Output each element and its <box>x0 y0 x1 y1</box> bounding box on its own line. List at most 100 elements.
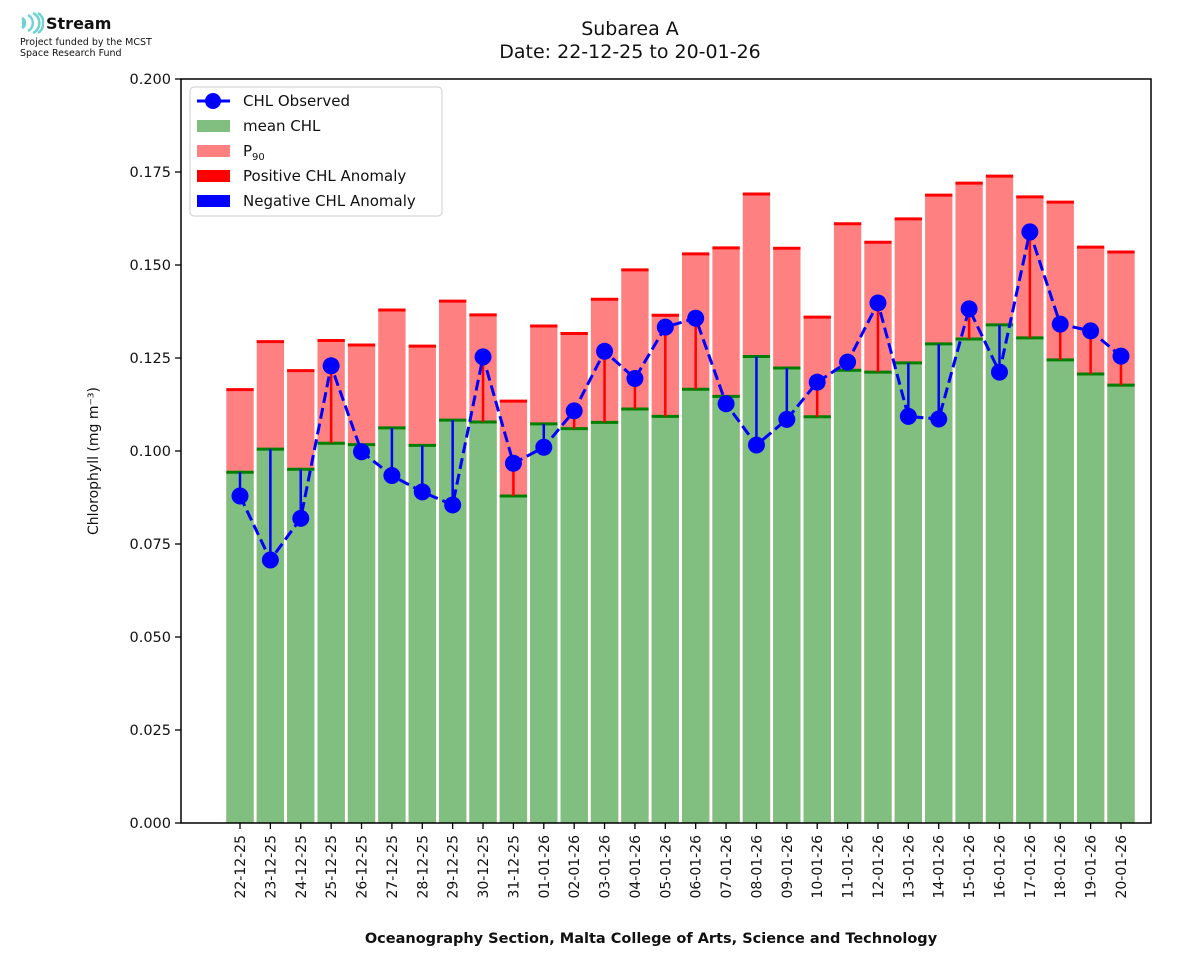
x-tick-label: 18-01-26 <box>1053 835 1069 899</box>
y-axis-label: Chlorophyll (mg m⁻³) <box>86 387 102 535</box>
observed-point <box>383 467 401 485</box>
stream-logo-icon <box>20 12 44 34</box>
observed-point <box>1112 347 1130 365</box>
observed-point <box>413 483 431 501</box>
x-tick-label: 05-01-26 <box>658 835 674 899</box>
x-tick-label: 25-12-25 <box>324 835 340 899</box>
observed-point <box>656 318 674 336</box>
y-tick-label: 0.175 <box>129 165 171 181</box>
x-tick-label: 16-01-26 <box>992 835 1008 899</box>
mean-bar <box>894 362 923 823</box>
observed-point <box>747 436 765 454</box>
mean-bar <box>864 372 892 823</box>
observed-point <box>626 369 644 387</box>
x-tick-label: 03-01-26 <box>598 835 614 899</box>
mean-bar <box>317 443 345 823</box>
observed-point <box>1051 315 1069 333</box>
x-tick-label: 26-12-25 <box>355 835 371 899</box>
x-tick-label: 19-01-26 <box>1084 835 1100 899</box>
chart-title: Subarea A <box>581 18 679 40</box>
mean-bar <box>1046 359 1074 823</box>
x-tick-label: 20-01-26 <box>1114 835 1130 899</box>
y-tick-label: 0.100 <box>129 444 171 460</box>
y-tick-label: 0.125 <box>129 351 171 367</box>
observed-point <box>1021 223 1039 241</box>
observed-point <box>444 496 462 514</box>
observed-point <box>1082 322 1100 340</box>
y-tick-label: 0.050 <box>129 630 171 646</box>
observed-point <box>899 407 917 425</box>
x-tick-label: 23-12-25 <box>263 835 279 899</box>
x-tick-label: 14-01-26 <box>932 835 948 899</box>
logo-name: Stream <box>46 14 112 33</box>
mean-bar <box>803 416 831 823</box>
x-tick-label: 30-12-25 <box>476 835 492 899</box>
observed-point <box>990 363 1008 381</box>
mean-bar <box>226 472 254 823</box>
legend-subscript: 90 <box>252 152 265 163</box>
x-tick-label: 09-01-26 <box>780 835 796 899</box>
x-tick-label: 17-01-26 <box>1023 835 1039 899</box>
mean-bar <box>773 368 801 823</box>
observed-point <box>778 410 796 428</box>
legend-swatch <box>197 195 230 207</box>
x-tick-label: 12-01-26 <box>871 835 887 899</box>
observed-point <box>535 438 553 456</box>
chart-subtitle: Date: 22-12-25 to 20-01-26 <box>499 41 761 63</box>
legend-label: Negative CHL Anomaly <box>243 192 416 210</box>
y-tick-label: 0.150 <box>129 258 171 274</box>
mean-bar <box>651 416 679 823</box>
mean-bar <box>682 389 710 823</box>
mean-bar <box>499 496 528 823</box>
y-tick-label: 0.075 <box>129 537 171 553</box>
mean-bar <box>560 428 588 823</box>
mean-bar <box>955 339 983 823</box>
mean-bar <box>530 423 558 823</box>
observed-point <box>717 395 735 413</box>
observed-point <box>808 373 826 391</box>
observed-point <box>292 509 310 527</box>
legend-label: mean CHL <box>243 117 321 135</box>
mean-bar <box>378 427 406 823</box>
logo-line-2: Space Research Fund <box>20 48 122 59</box>
x-tick-label: 31-12-25 <box>506 835 522 899</box>
logo-line-1: Project funded by the MCST <box>20 37 152 48</box>
observed-point <box>504 454 522 472</box>
observed-point <box>839 353 857 371</box>
legend-swatch <box>197 145 230 157</box>
observed-point <box>474 348 492 366</box>
mean-bar <box>621 408 649 823</box>
legend-label: CHL Observed <box>243 92 350 110</box>
mean-bar <box>985 324 1014 823</box>
legend-swatch <box>197 170 230 182</box>
x-tick-label: 08-01-26 <box>749 835 765 899</box>
observed-point <box>565 402 583 420</box>
x-tick-label: 13-01-26 <box>901 835 917 899</box>
y-tick-label: 0.200 <box>129 72 171 88</box>
observed-point <box>960 300 978 318</box>
legend-label: Positive CHL Anomaly <box>243 167 406 185</box>
mean-bar <box>1076 373 1105 823</box>
mean-bar <box>469 421 497 823</box>
y-tick-label: 0.025 <box>129 723 171 739</box>
legend-swatch <box>197 120 230 132</box>
legend-observed-marker <box>205 93 221 109</box>
x-tick-label: 29-12-25 <box>446 835 462 899</box>
x-tick-label: 01-01-26 <box>537 835 553 899</box>
x-tick-label: 15-01-26 <box>962 835 978 899</box>
mean-bar <box>712 396 740 823</box>
observed-point <box>353 443 371 461</box>
x-tick-label: 07-01-26 <box>719 835 735 899</box>
mean-bar <box>408 445 436 823</box>
mean-bar <box>1016 337 1044 823</box>
x-tick-label: 06-01-26 <box>689 835 705 899</box>
x-tick-label: 24-12-25 <box>294 835 310 899</box>
x-tick-label: 11-01-26 <box>841 835 857 899</box>
y-tick-label: 0.000 <box>129 816 171 832</box>
x-tick-label: 04-01-26 <box>628 835 644 899</box>
observed-point <box>261 551 279 569</box>
x-tick-label: 22-12-25 <box>233 835 249 899</box>
observed-point <box>322 357 340 375</box>
